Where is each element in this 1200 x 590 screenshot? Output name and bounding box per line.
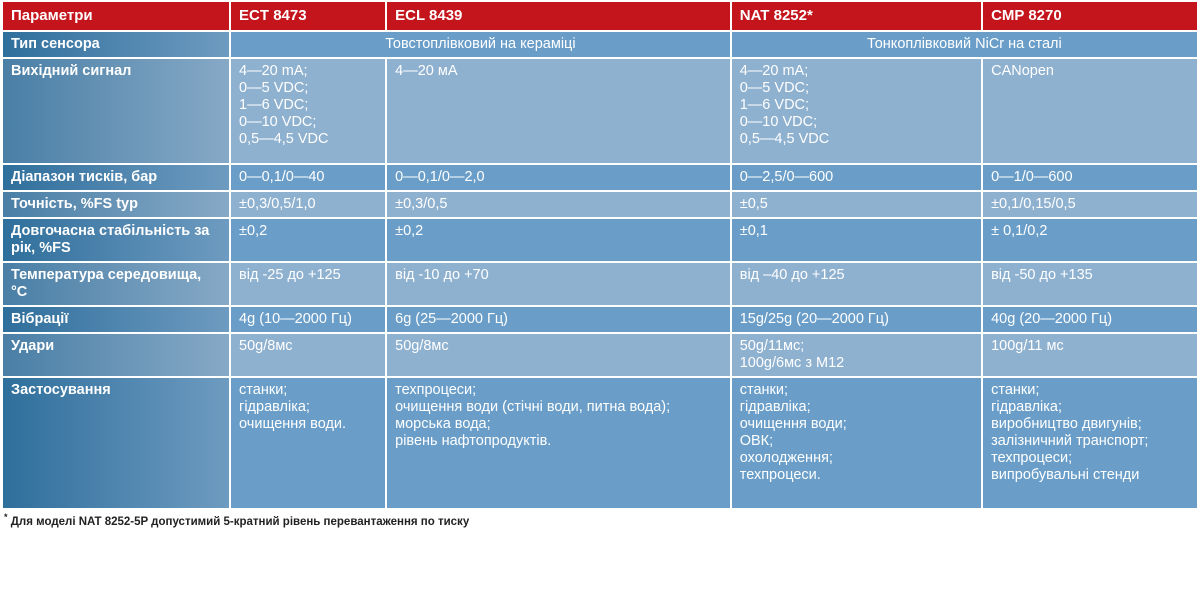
header-model: ECL 8439 — [387, 2, 730, 30]
table-cell: 0—1/0—600 — [983, 165, 1197, 190]
table-cell: Товстоплівковий на кераміці — [231, 32, 730, 57]
table-cell: 6g (25—2000 Гц) — [387, 307, 730, 332]
table-cell: від -50 до +135 — [983, 263, 1197, 305]
table-cell: техпроцеси; очищення води (стічні води, … — [387, 378, 730, 508]
row-accuracy: Точність, %FS typ ±0,3/0,5/1,0 ±0,3/0,5 … — [3, 192, 1197, 217]
row-vibration: Вібрації 4g (10—2000 Гц) 6g (25—2000 Гц)… — [3, 307, 1197, 332]
row-label: Удари — [3, 334, 230, 376]
table-cell: 4—20 mA; 0—5 VDC; 1—6 VDC; 0—10 VDC; 0,5… — [231, 59, 386, 163]
row-label: Точність, %FS typ — [3, 192, 230, 217]
row-label: Температура середовища, °C — [3, 263, 230, 305]
table-cell: Тонкоплівковий NiCr на сталі — [731, 32, 1197, 57]
table-cell: 50g/11мс; 100g/6мс з M12 — [731, 334, 982, 376]
row-sensor-type: Тип сенсора Товстоплівковий на кераміці … — [3, 32, 1197, 57]
table-cell: ± 0,1/0,2 — [983, 219, 1197, 261]
table-cell: станки; гідравліка; очищення води; ОВК; … — [731, 378, 982, 508]
row-label: Діапазон тисків, бар — [3, 165, 230, 190]
table-cell: 4—20 mA; 0—5 VDC; 1—6 VDC; 0—10 VDC; 0,5… — [731, 59, 982, 163]
specs-table: Параметри ECT 8473 ECL 8439 NAT 8252* CM… — [1, 0, 1199, 510]
header-param: Параметри — [3, 2, 230, 30]
table-cell: 50g/8мс — [231, 334, 386, 376]
row-application: Застосування станки; гідравліка; очищенн… — [3, 378, 1197, 508]
table-cell: ±0,2 — [231, 219, 386, 261]
table-cell: 4—20 мА — [387, 59, 730, 163]
table-cell: ±0,5 — [731, 192, 982, 217]
row-label: Тип сенсора — [3, 32, 230, 57]
header-model: NAT 8252* — [731, 2, 982, 30]
table-cell: ±0,2 — [387, 219, 730, 261]
table-cell: ±0,3/0,5 — [387, 192, 730, 217]
footnote-text: Для моделі NAT 8252-5P допустимий 5-крат… — [7, 515, 470, 528]
footnote-mark: * — [4, 512, 8, 522]
row-output-signal: Вихідний сигнал 4—20 mA; 0—5 VDC; 1—6 VD… — [3, 59, 1197, 163]
table-cell: від -10 до +70 — [387, 263, 730, 305]
row-shocks: Удари 50g/8мс 50g/8мс 50g/11мс; 100g/6мс… — [3, 334, 1197, 376]
row-label: Вихідний сигнал — [3, 59, 230, 163]
table-cell: ±0,1/0,15/0,5 — [983, 192, 1197, 217]
table-cell: 0—0,1/0—2,0 — [387, 165, 730, 190]
row-temperature: Температура середовища, °C від -25 до +1… — [3, 263, 1197, 305]
table-cell: станки; гідравліка; очищення води. — [231, 378, 386, 508]
table-cell: від -25 до +125 — [231, 263, 386, 305]
table-cell: 0—0,1/0—40 — [231, 165, 386, 190]
footnote: * Для моделі NAT 8252-5P допустимий 5-кр… — [4, 512, 1200, 528]
table-cell: 100g/11 мс — [983, 334, 1197, 376]
header-row: Параметри ECT 8473 ECL 8439 NAT 8252* CM… — [3, 2, 1197, 30]
table-cell: 50g/8мс — [387, 334, 730, 376]
row-stability: Довгочасна стабільність за рік, %FS ±0,2… — [3, 219, 1197, 261]
row-label: Застосування — [3, 378, 230, 508]
table-cell: 4g (10—2000 Гц) — [231, 307, 386, 332]
row-label: Довгочасна стабільність за рік, %FS — [3, 219, 230, 261]
table-cell: від –40 до +125 — [731, 263, 982, 305]
header-model: CMP 8270 — [983, 2, 1197, 30]
header-model: ECT 8473 — [231, 2, 386, 30]
table-cell: 40g (20—2000 Гц) — [983, 307, 1197, 332]
table-cell: станки; гідравліка; виробництво двигунів… — [983, 378, 1197, 508]
table-cell: CANopen — [983, 59, 1197, 163]
row-label: Вібрації — [3, 307, 230, 332]
row-pressure-range: Діапазон тисків, бар 0—0,1/0—40 0—0,1/0—… — [3, 165, 1197, 190]
table-cell: 15g/25g (20—2000 Гц) — [731, 307, 982, 332]
table-cell: 0—2,5/0—600 — [731, 165, 982, 190]
table-cell: ±0,3/0,5/1,0 — [231, 192, 386, 217]
table-cell: ±0,1 — [731, 219, 982, 261]
